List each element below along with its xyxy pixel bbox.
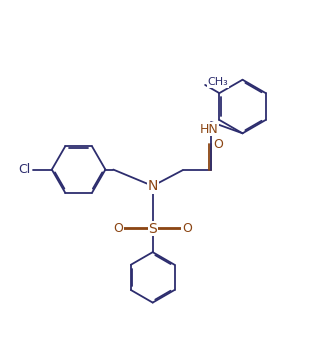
Text: O: O xyxy=(114,222,123,235)
Text: Cl: Cl xyxy=(18,163,30,176)
Text: HN: HN xyxy=(200,123,219,136)
Text: O: O xyxy=(182,222,192,235)
Text: N: N xyxy=(148,179,158,193)
Text: S: S xyxy=(148,222,157,235)
Text: CH₃: CH₃ xyxy=(207,77,228,88)
Text: O: O xyxy=(213,138,223,151)
